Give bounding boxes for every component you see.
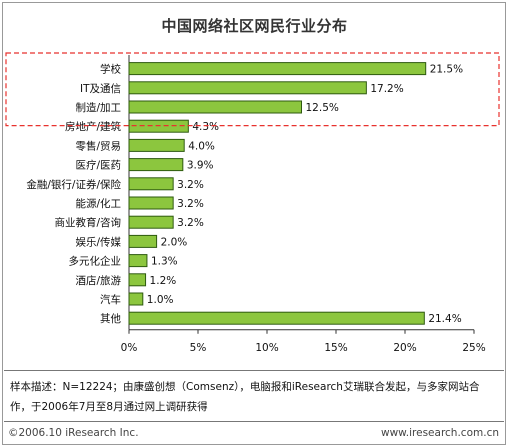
divider-bottom — [4, 421, 504, 422]
bar-1 — [128, 81, 367, 95]
bar-12 — [128, 292, 144, 306]
x-tick-label-0: 0% — [121, 342, 138, 354]
highlight-box — [5, 52, 500, 127]
category-label-3: 房地产/建筑 — [65, 120, 122, 133]
x-tick-label-4: 20% — [393, 342, 416, 354]
value-label-13: 21.4% — [428, 313, 461, 325]
bar-2 — [128, 100, 302, 114]
divider-top — [4, 370, 504, 371]
category-label-2: 制造/加工 — [75, 101, 121, 114]
bar-6 — [128, 177, 174, 191]
value-label-8: 3.2% — [177, 217, 204, 229]
x-tick-label-1: 5% — [190, 342, 207, 354]
category-label-9: 娱乐/传媒 — [75, 235, 121, 248]
bar-10 — [128, 254, 148, 268]
category-label-0: 学校 — [100, 63, 121, 76]
category-label-8: 商业教育/咨询 — [54, 216, 121, 229]
bar-8 — [128, 215, 174, 229]
sample-note: 样本描述：N=12224；由康盛创想（Comsenz），电脑报和iResearc… — [10, 381, 480, 413]
category-label-4: 零售/贸易 — [75, 139, 121, 152]
value-label-2: 12.5% — [306, 102, 339, 114]
value-label-7: 3.2% — [177, 198, 204, 210]
chart-title: 中国网络社区网民行业分布 — [161, 17, 348, 35]
value-label-9: 2.0% — [161, 236, 188, 248]
value-label-11: 1.2% — [150, 275, 177, 287]
value-label-12: 1.0% — [147, 294, 174, 306]
x-tick-label-2: 10% — [255, 342, 278, 354]
bar-9 — [128, 234, 158, 248]
value-label-5: 3.9% — [187, 160, 214, 172]
value-label-6: 3.2% — [177, 179, 204, 191]
bar-5 — [128, 158, 184, 172]
category-label-7: 能源/化工 — [75, 197, 121, 210]
value-label-10: 1.3% — [151, 256, 178, 268]
bar-7 — [128, 196, 174, 210]
bar-0 — [128, 62, 427, 76]
value-label-1: 17.2% — [370, 83, 403, 95]
bar-13 — [128, 311, 425, 325]
x-tick-label-3: 15% — [324, 342, 347, 354]
category-label-10: 多元化企业 — [69, 255, 122, 268]
value-label-0: 21.5% — [430, 64, 463, 76]
category-label-6: 金融/银行/证券/保险 — [26, 178, 121, 191]
category-label-1: IT及通信 — [80, 83, 121, 95]
category-label-13: 其他 — [100, 312, 121, 325]
value-label-4: 4.0% — [188, 140, 215, 152]
chart-frame — [2, 2, 506, 445]
bar-4 — [128, 138, 185, 152]
value-label-3: 4.3% — [192, 121, 219, 133]
category-label-12: 汽车 — [100, 293, 121, 306]
category-label-11: 酒店/旅游 — [75, 274, 121, 287]
website-url: www.iresearch.com.cn — [380, 427, 499, 439]
category-label-5: 医疗/医药 — [75, 159, 121, 172]
copyright: ©2006.10 iResearch Inc. — [8, 427, 139, 439]
bar-11 — [128, 273, 147, 287]
x-tick-label-5: 25% — [462, 342, 485, 354]
